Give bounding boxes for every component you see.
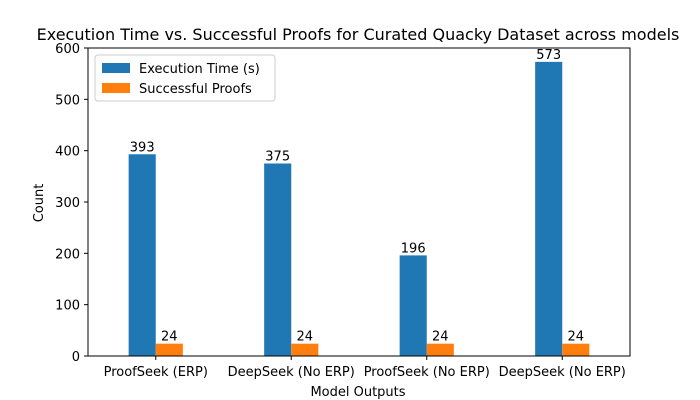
chart-title: Execution Time vs. Successful Proofs for… [37,25,680,44]
bar-execution-time-1 [264,163,292,356]
x-axis-label: Model Outputs [310,385,405,400]
y-tick-label: 300 [55,196,80,211]
plot-area: 393 375 196 573 24 24 24 24 0 100 200 300 400 500 600 P… [55,42,631,380]
legend-swatch-successful-proofs [102,83,130,93]
legend: Execution Time (s) Successful Proofs [94,54,276,102]
data-label: 24 [432,330,449,345]
legend-label-execution-time: Execution Time (s) [139,62,260,77]
legend-box [94,54,276,102]
x-tick-label: DeepSeek (No ERP) [228,365,355,380]
bar-execution-time-0 [128,154,156,356]
y-tick-label: 600 [55,42,80,57]
data-label: 393 [130,140,155,155]
y-axis-label: Count [32,184,47,223]
data-label: 196 [401,241,426,256]
bar-execution-time-3 [535,61,563,357]
legend-swatch-execution-time [102,63,130,73]
bar-successful-proofs-0 [155,343,183,356]
y-tick-label: 100 [55,299,80,314]
y-tick-label: 0 [72,350,80,365]
bar-execution-time-2 [399,255,427,356]
data-label: 375 [265,150,290,165]
data-label: 24 [161,330,178,345]
x-tick-label: ProofSeek (No ERP) [364,365,490,380]
data-label: 573 [536,48,561,63]
bar-successful-proofs-3 [562,343,590,356]
x-tick-label: DeepSeek (No ERP) [499,365,626,380]
y-tick-label: 200 [55,247,80,262]
y-tick-label: 500 [55,93,80,108]
legend-label-successful-proofs: Successful Proofs [139,82,252,97]
bar-successful-proofs-2 [426,343,454,356]
data-label: 24 [297,330,314,345]
x-tick-label: ProofSeek (ERP) [104,365,208,380]
bar-successful-proofs-1 [291,343,319,356]
y-tick-label: 400 [55,145,80,160]
data-label: 24 [568,330,585,345]
